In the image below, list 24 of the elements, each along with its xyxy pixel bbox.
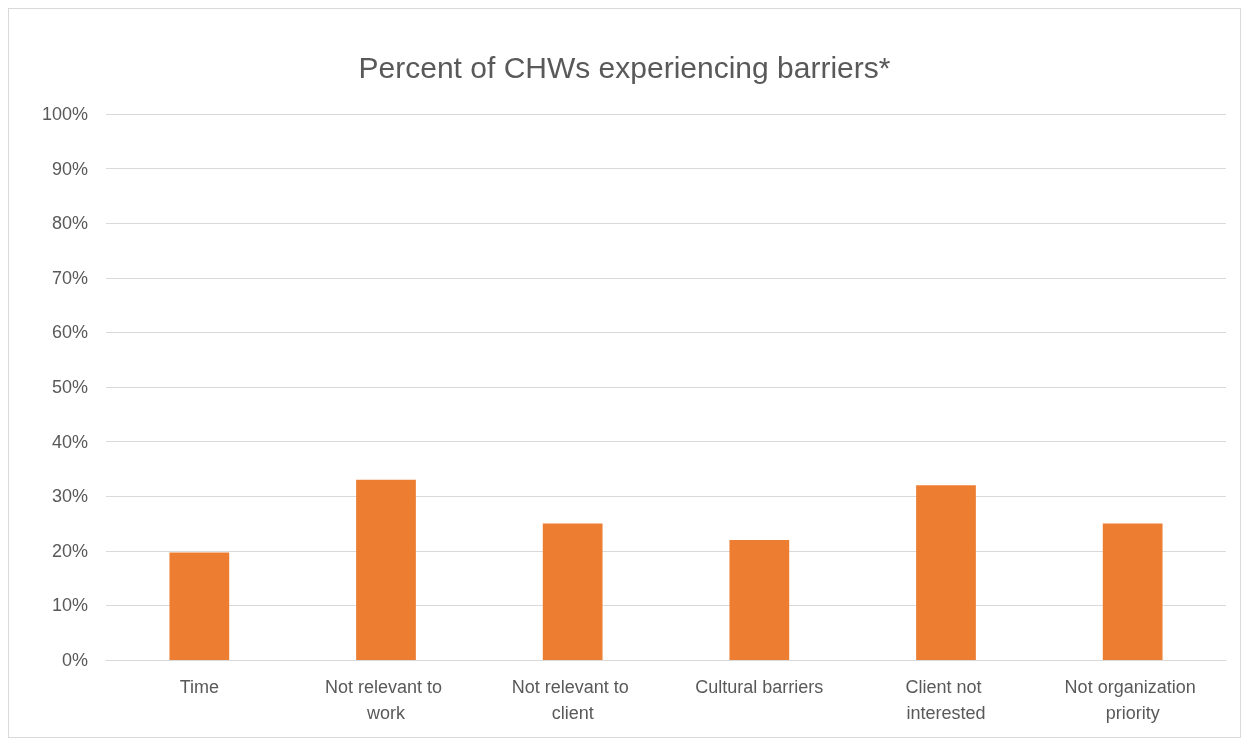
y-tick-label: 80% <box>51 213 88 234</box>
x-tick-label: Time <box>179 677 220 697</box>
bar <box>1102 523 1163 660</box>
y-tick-label: 50% <box>51 377 88 397</box>
y-tick-label: 0% <box>61 650 88 670</box>
y-tick-label: 40% <box>51 431 88 452</box>
bar <box>916 485 976 660</box>
y-tick-label: 60% <box>51 322 88 343</box>
x-tick-label: Not organization priority <box>1064 677 1201 723</box>
y-tick-label: 70% <box>51 267 88 288</box>
bar <box>729 539 790 660</box>
y-tick-label: 20% <box>51 540 88 561</box>
y-tick-label: 100% <box>41 104 88 124</box>
x-tick-label: Client not interested <box>905 677 987 723</box>
bar <box>169 552 230 660</box>
bar <box>542 523 603 660</box>
x-tick-label: Not relevant to work <box>324 677 448 723</box>
bar <box>356 479 416 660</box>
x-tick-label: Not relevant to client <box>511 677 634 723</box>
chart-title: Percent of CHWs experiencing barriers* <box>358 50 891 84</box>
x-tick-label: Cultural barriers <box>695 677 824 697</box>
y-tick-label: 10% <box>51 595 88 616</box>
y-tick-label: 30% <box>51 486 88 507</box>
y-tick-label: 90% <box>51 158 88 179</box>
